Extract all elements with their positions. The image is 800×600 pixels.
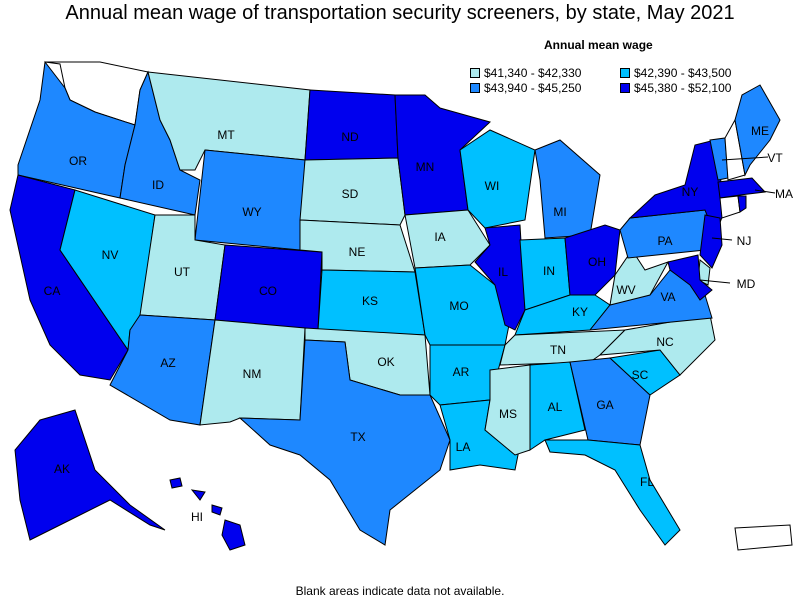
state-nc <box>598 314 716 376</box>
state-nj <box>699 214 723 269</box>
label-nc: NC <box>656 335 674 349</box>
label-or: OR <box>69 154 87 168</box>
state-mi <box>534 139 601 239</box>
state-me <box>734 84 781 177</box>
state-md <box>667 254 713 301</box>
label-ar: AR <box>453 365 470 379</box>
label-ga: GA <box>596 398 613 412</box>
label-ma: MA <box>775 187 793 201</box>
state-al <box>529 361 586 451</box>
label-co: CO <box>259 284 277 298</box>
legend-label-1: $41,340 - $42,330 <box>484 66 582 80</box>
state-nd <box>304 89 399 161</box>
state-pr <box>734 524 793 551</box>
label-md: MD <box>737 277 756 291</box>
state-ak <box>14 409 166 541</box>
label-mt: MT <box>217 128 235 142</box>
label-ne: NE <box>349 245 366 259</box>
footnote: Blank areas indicate data not available. <box>295 584 505 598</box>
label-va: VA <box>660 290 675 304</box>
legend-item-3: $43,940 - $45,250 <box>470 81 581 95</box>
label-il: IL <box>498 265 508 279</box>
label-me: ME <box>751 124 769 138</box>
legend-item-2: $42,390 - $43,500 <box>620 66 731 80</box>
label-tx: TX <box>350 430 365 444</box>
label-fl: FL <box>640 475 654 489</box>
label-id: ID <box>152 178 164 192</box>
label-sd: SD <box>342 187 359 201</box>
label-nm: NM <box>243 367 262 381</box>
label-nv: NV <box>102 248 119 262</box>
label-nd: ND <box>341 130 359 144</box>
label-al: AL <box>548 400 563 414</box>
label-mo: MO <box>449 299 468 313</box>
state-mo <box>414 264 511 346</box>
label-ca: CA <box>44 284 61 298</box>
label-wv: WV <box>616 283 635 297</box>
label-la: LA <box>456 440 471 454</box>
label-mn: MN <box>416 160 435 174</box>
state-sd <box>299 157 406 226</box>
state-wy <box>194 149 306 251</box>
label-hi: HI <box>191 510 203 524</box>
state-tx <box>238 339 451 546</box>
legend-label-2: $42,390 - $43,500 <box>634 66 732 80</box>
state-wi <box>459 129 536 229</box>
label-ms: MS <box>499 407 517 421</box>
callout-line-md <box>699 279 731 284</box>
legend-swatch-4 <box>620 83 630 93</box>
legend-item-1: $41,340 - $42,330 <box>470 66 581 80</box>
label-mi: MI <box>553 205 566 219</box>
legend-swatch-2 <box>620 68 630 78</box>
state-ma <box>717 177 767 199</box>
label-pa: PA <box>657 234 672 248</box>
legend-swatch-3 <box>470 83 480 93</box>
label-oh: OH <box>588 255 606 269</box>
label-ok: OK <box>377 355 394 369</box>
label-ia: IA <box>434 230 445 244</box>
state-fl <box>544 439 681 546</box>
state-wv <box>609 249 670 306</box>
legend-label-4: $45,380 - $52,100 <box>634 81 732 95</box>
label-wy: WY <box>242 205 261 219</box>
label-az: AZ <box>160 356 175 370</box>
label-wi: WI <box>485 179 500 193</box>
state-hi <box>169 477 246 551</box>
label-tn: TN <box>550 343 566 357</box>
legend-label-3: $43,940 - $45,250 <box>484 81 582 95</box>
map-title: Annual mean wage of transportation secur… <box>65 2 735 24</box>
callout-line-nj <box>711 237 733 241</box>
label-ky: KY <box>572 305 588 319</box>
label-in: IN <box>543 264 555 278</box>
legend-swatch-1 <box>470 68 480 78</box>
state-ri <box>737 195 747 213</box>
label-ny: NY <box>682 185 699 199</box>
legend-item-4: $45,380 - $52,100 <box>620 81 731 95</box>
state-ga <box>569 357 651 446</box>
state-ct <box>719 195 741 219</box>
label-ak: AK <box>54 462 70 476</box>
label-vt: VT <box>767 151 783 165</box>
label-sc: SC <box>632 368 649 382</box>
label-nj: NJ <box>737 234 752 248</box>
label-ut: UT <box>174 265 191 279</box>
callout-line-ma <box>754 189 776 194</box>
callout-line-vt <box>721 156 769 161</box>
label-ks: KS <box>362 294 378 308</box>
state-ia <box>404 209 491 269</box>
legend-title: Annual mean wage <box>544 38 653 52</box>
